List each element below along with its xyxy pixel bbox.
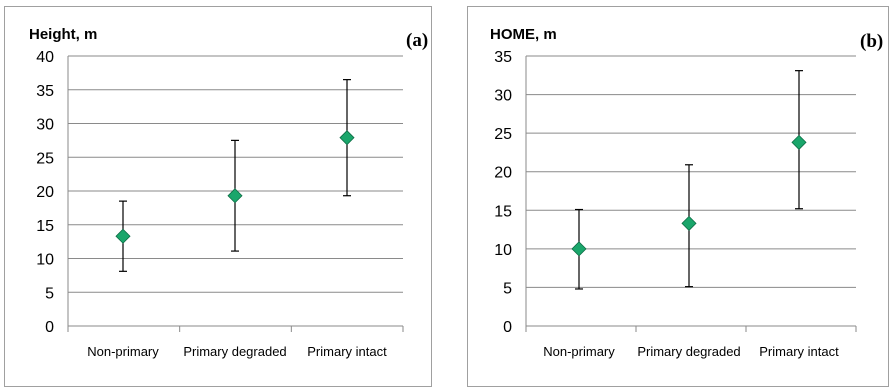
home-chart-svg: HOME, m (b) 0 5 10 15 20 25 30 35 Non-primary Pri…: [490, 26, 883, 359]
y-tick-label: 35: [36, 83, 54, 100]
data-point-marker: [571, 241, 587, 257]
y-tick-label: 40: [36, 49, 54, 66]
y-tick-label: 10: [36, 252, 54, 269]
plot-area: 0 5 10 15 20 25 30 35 40 Non-primary Primary degra…: [36, 49, 404, 359]
y-tick-label: 5: [503, 280, 512, 297]
y-axis-title: Height, m: [29, 26, 97, 43]
data-point-marker: [115, 228, 131, 244]
y-tick-label: 35: [494, 49, 512, 66]
y-tick-label: 30: [36, 117, 54, 134]
y-tick-label: 20: [494, 165, 512, 182]
height-chart-svg: Height, m (a) 0 5 10 15 20 25 30 35 40 Non-primar…: [29, 26, 428, 359]
y-tick-label: 20: [36, 184, 54, 201]
x-tick-label: Primary intact: [759, 344, 839, 359]
y-tick-label: 15: [494, 203, 512, 220]
x-tick-label: Non-primary: [87, 344, 159, 359]
y-tick-label: 0: [45, 319, 54, 336]
panel-label: (b): [860, 31, 883, 52]
y-tick-label: 0: [503, 319, 512, 336]
chart-panel-home: HOME, m (b) 0 5 10 15 20 25 30 35 Non-primary Pri…: [467, 6, 889, 387]
y-tick-label: 10: [494, 242, 512, 259]
x-tick-label: Primary degraded: [183, 344, 286, 359]
y-tick-label: 30: [494, 88, 512, 105]
y-tick-label: 25: [494, 126, 512, 143]
chart-panel-height: Height, m (a) 0 5 10 15 20 25 30 35 40 Non-primar…: [4, 6, 432, 387]
x-tick-label: Primary degraded: [637, 344, 740, 359]
panel-label: (a): [406, 30, 428, 51]
data-point-marker: [681, 215, 697, 231]
data-point-marker: [791, 134, 807, 150]
y-tick-label: 5: [45, 285, 54, 302]
y-tick-label: 15: [36, 218, 54, 235]
y-tick-label: 25: [36, 150, 54, 167]
x-tick-label: Primary intact: [307, 344, 387, 359]
plot-area: 0 5 10 15 20 25 30 35 Non-primary Primary degrade…: [494, 49, 857, 359]
data-point-marker: [227, 188, 243, 204]
x-tick-label: Non-primary: [543, 344, 615, 359]
y-axis-title: HOME, m: [490, 26, 557, 43]
data-point-marker: [339, 130, 355, 146]
